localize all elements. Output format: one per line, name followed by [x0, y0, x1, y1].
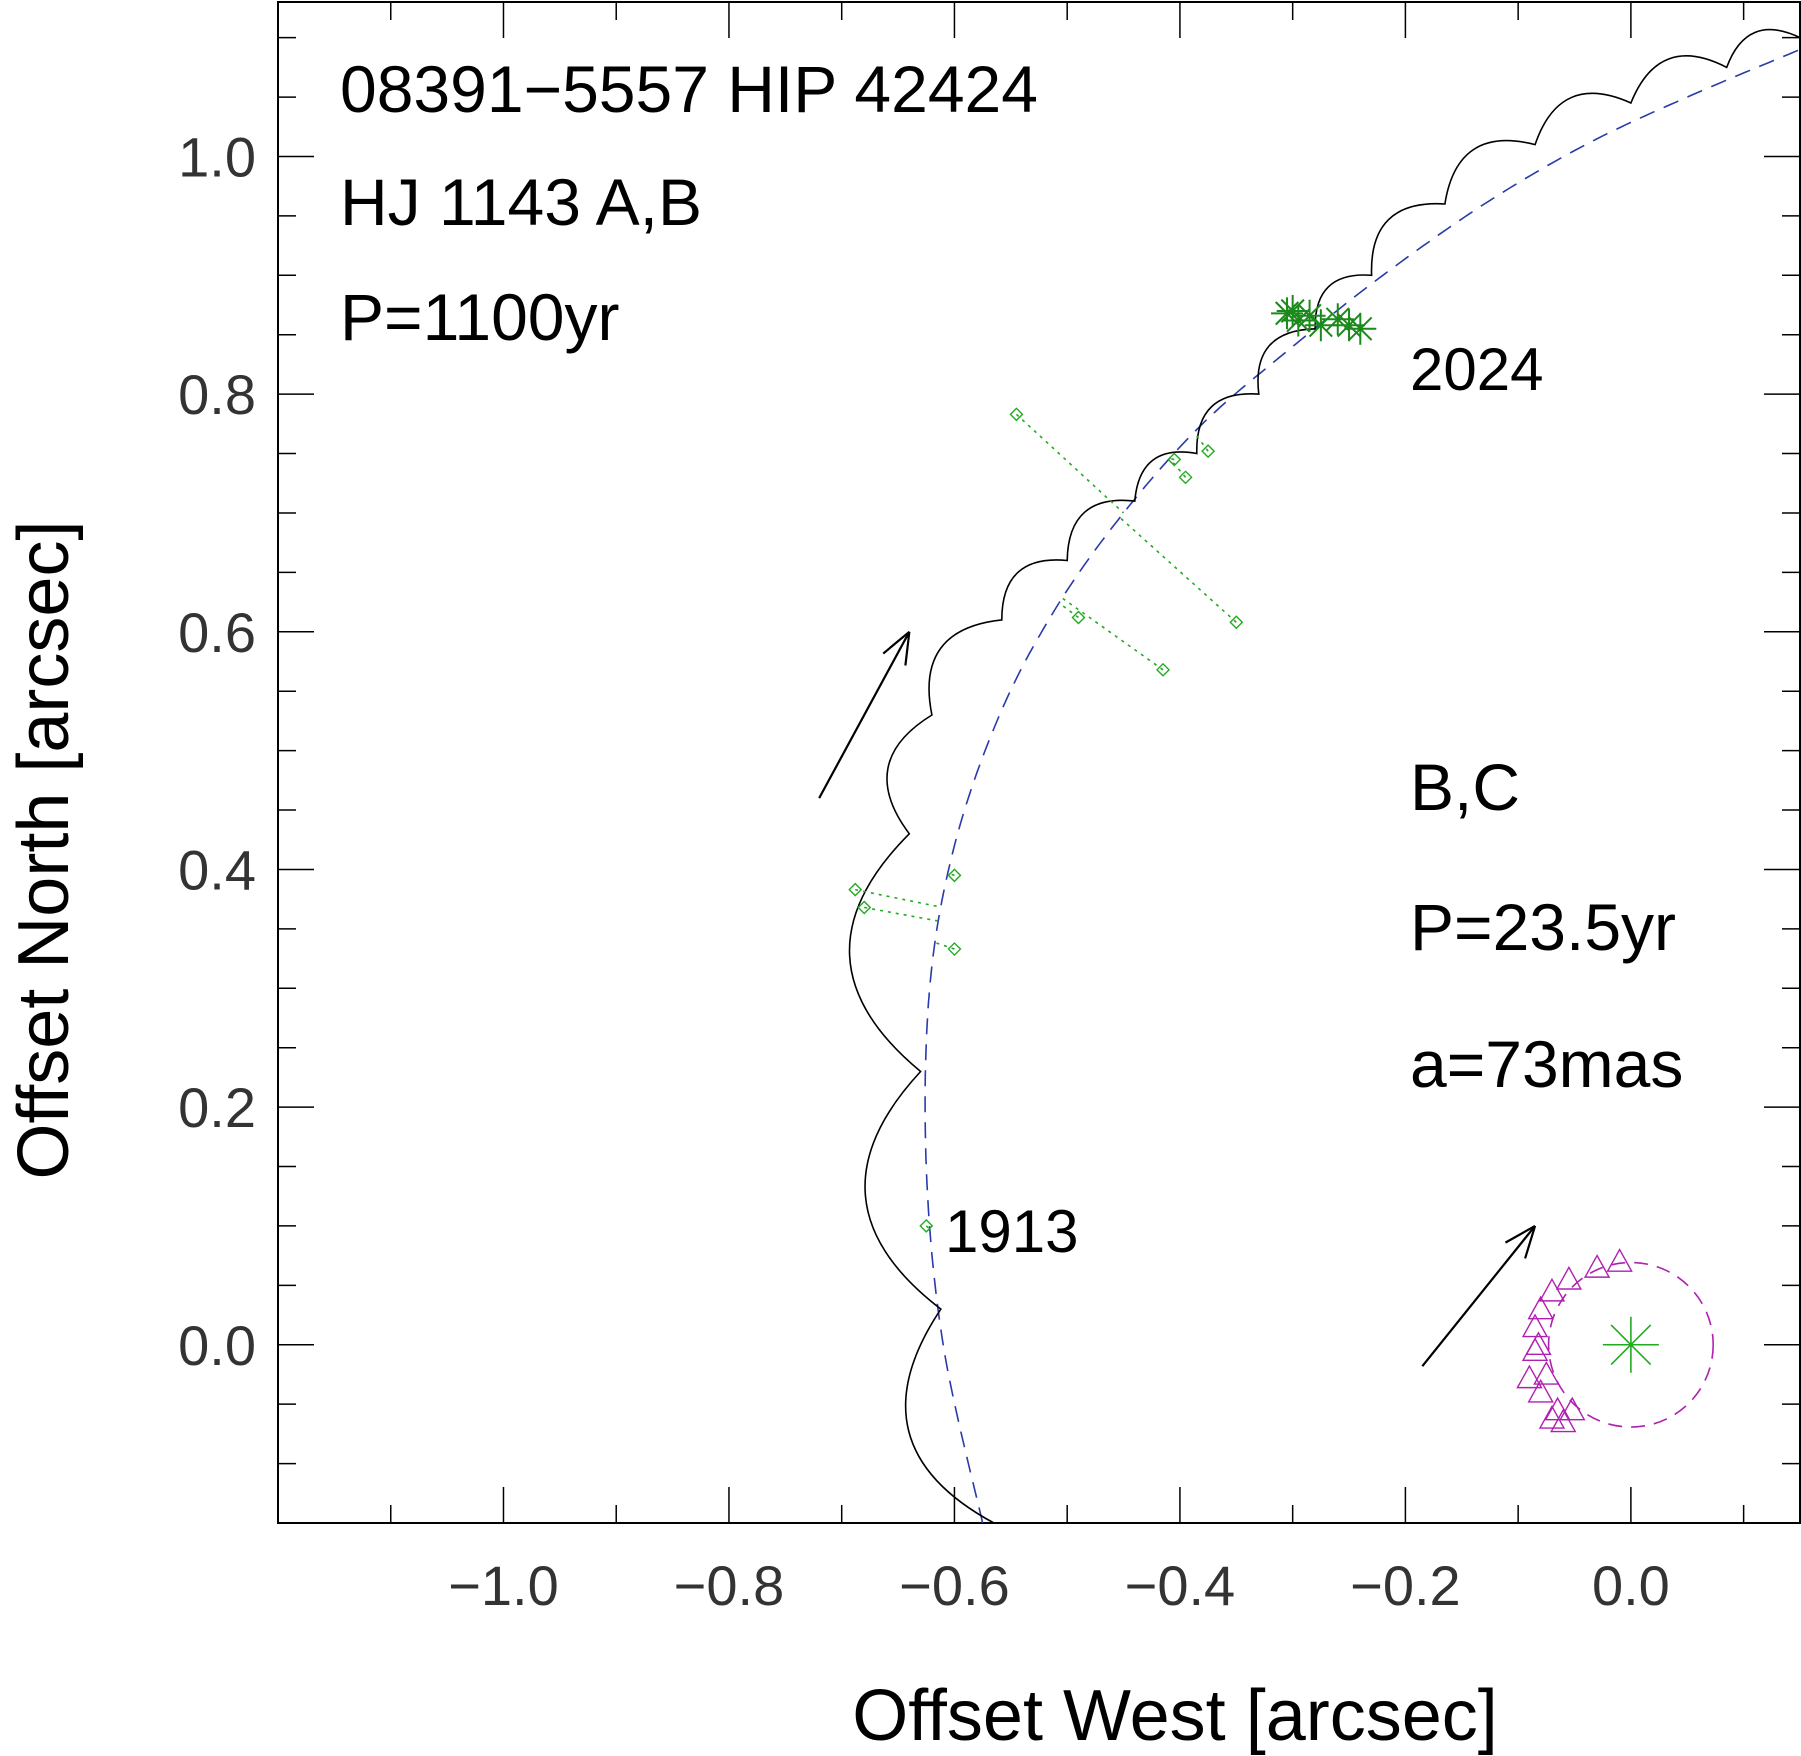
measure-point [1156, 662, 1170, 677]
measure-point [947, 942, 962, 957]
bc-measure-point [1559, 1396, 1586, 1421]
direction-arrow-bc [1421, 1224, 1537, 1367]
x-axis-label: Offset West [arcsec] [852, 1676, 1498, 1756]
y-tick-label: 1.0 [178, 125, 256, 188]
bc-center-star [1602, 1316, 1659, 1373]
bc-measure-point [1583, 1254, 1611, 1278]
x-tick-label: −0.8 [674, 1554, 785, 1617]
y-tick-label: 0.4 [178, 838, 256, 901]
annotation-epoch-start: 1913 [945, 1198, 1078, 1265]
measure-point [857, 900, 872, 915]
bc-measure-point [1555, 1265, 1583, 1290]
bc-measure-point [1550, 1408, 1577, 1433]
annotation-pair-bc: B,C [1410, 750, 1520, 824]
measure-point [947, 868, 962, 883]
annotation-system: 08391−5557 HIP 42424 [340, 52, 1038, 126]
x-tick-label: −0.4 [1125, 1554, 1236, 1617]
bc-measure-point [1516, 1364, 1543, 1389]
y-axis-label: Offset North [arcsec] [4, 521, 84, 1180]
residual-line [925, 1225, 931, 1230]
measure-point [1178, 470, 1193, 485]
bc-measure-point [1527, 1295, 1554, 1320]
bc-measure-point [1533, 1361, 1560, 1385]
bc-orbit-circle [1547, 1261, 1714, 1428]
bc-measure-point [1527, 1378, 1554, 1403]
plot-frame [277, 1, 1801, 1524]
speckle-point [1276, 294, 1309, 327]
bc-measure-point [1538, 1404, 1566, 1429]
bc-measure-point [1525, 1331, 1552, 1356]
annotation-semi-major-bc: a=73mas [1410, 1027, 1683, 1101]
bc-measure-point [1521, 1313, 1549, 1338]
residual-line [864, 906, 939, 922]
annotation-epoch-end: 2024 [1410, 336, 1543, 403]
measure-point [1229, 615, 1244, 630]
mean-motion-line [924, 48, 1801, 1524]
y-tick-label: 0.6 [178, 601, 256, 664]
residual-line [1015, 413, 1125, 514]
measure-point [848, 882, 863, 897]
annotation-pair-ab: HJ 1143 A,B [340, 165, 702, 239]
measure-point [1009, 407, 1024, 422]
residual-line [1169, 457, 1175, 461]
measure-point [919, 1218, 934, 1233]
speckle-point [1344, 312, 1377, 345]
measure-point [1071, 610, 1086, 625]
residual-line [855, 888, 941, 908]
y-tick-label: 0.8 [178, 363, 256, 426]
annotation-period-bc: P=23.5yr [1410, 890, 1676, 964]
direction-arrow-ab [818, 630, 911, 799]
x-tick-label: −0.2 [1350, 1554, 1461, 1617]
y-tick-label: 0.0 [178, 1314, 256, 1377]
bc-measure-point [1538, 1277, 1566, 1302]
x-tick-label: 0.0 [1592, 1554, 1670, 1617]
ab-orbit-wobble [848, 28, 1801, 1524]
plot-markers [848, 294, 1659, 1433]
x-tick-label: −0.6 [899, 1554, 1010, 1617]
residual-line [1119, 516, 1237, 623]
residual-line [934, 941, 955, 950]
residual-line [1061, 597, 1164, 671]
residual-line [947, 872, 955, 877]
axis-ticks: −1.0 −0.8 −0.6 −0.4 −0.2 0.0 0.0 0.2 0.4 0.6 0.8 1.… [178, 2, 1800, 1617]
measure-point [1167, 452, 1182, 467]
measure-point [1201, 444, 1216, 459]
x-tick-label: −1.0 [448, 1554, 559, 1617]
bc-measure-point [1606, 1248, 1633, 1272]
plot-curves [818, 28, 1801, 1524]
annotation-period-ab: P=1100yr [340, 280, 619, 354]
y-tick-label: 0.2 [178, 1076, 256, 1139]
